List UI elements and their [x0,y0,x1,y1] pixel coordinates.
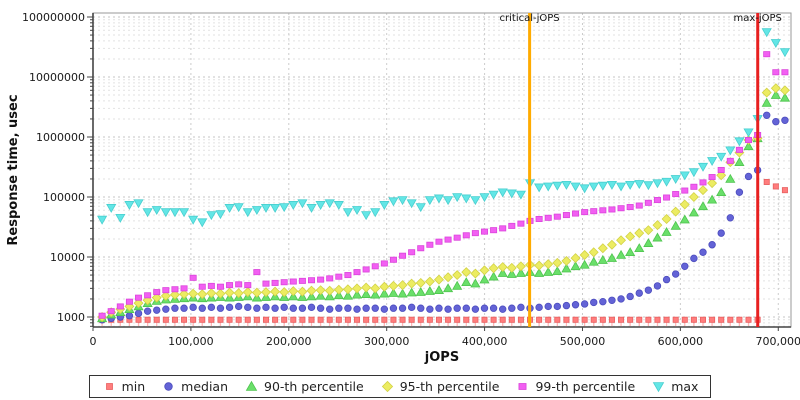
legend-label: max [671,379,699,394]
legend-item-90-th-percentile: 90-th percentile [244,379,364,394]
legend-item-95-th-percentile: 95-th percentile [380,379,500,394]
median-marker-icon [164,382,173,391]
plot-area: 1000 10000 100000 1000000 10000000 100000000 0… [22,11,800,348]
x-tick-label: 300,000 [364,335,410,348]
x-tick-label: 200,000 [266,335,312,348]
critical-jops-label: critical-jOPS [500,13,560,24]
legend-label: 99-th percentile [535,379,636,394]
legend-item-max: max [651,379,698,394]
x-axis-title: jOPS [424,350,459,365]
series-max [97,28,791,228]
x-tick-label: 400,000 [462,335,508,348]
legend-item-min: min [102,379,146,394]
series-median [98,111,789,324]
99-th-percentile-marker-icon [519,383,527,390]
legend: min median 90-th percentile 95-th percentil… [88,375,712,398]
max-jops-label: max-jOPS [733,13,781,24]
legend-label: min [121,379,146,394]
response-time-chart: 1000 10000 100000 1000000 10000000 100000000 0… [6,11,800,365]
legend-label: 90-th percentile [264,379,364,394]
legend-item-median: median [161,379,228,394]
series-min [99,178,788,326]
90-th-percentile-marker-icon [245,380,258,391]
min-marker-icon [105,383,113,390]
x-tick-label: 700,000 [756,335,800,348]
legend-label: 95-th percentile [399,379,500,394]
legend-label: median [181,379,228,394]
legend-item-99-th-percentile: 99-th percentile [515,379,635,394]
y-axis-title: Response time, usec [6,94,21,245]
y-tick-label: 10000 [50,251,85,264]
y-tick-label: 10000000 [29,71,85,84]
series-99-th-percentile [98,51,789,319]
x-tick-label: 500,000 [560,335,606,348]
y-tick-label: 1000000 [36,131,85,144]
95-th-percentile-marker-icon [381,380,393,393]
y-tick-label: 1000 [57,311,85,324]
max-marker-icon [652,382,665,393]
x-tick-label: 0 [90,335,97,348]
y-tick-label: 100000000 [22,11,85,24]
x-tick-label: 600,000 [658,335,704,348]
x-tick-label: 100,000 [168,335,214,348]
y-tick-label: 100000 [43,191,85,204]
